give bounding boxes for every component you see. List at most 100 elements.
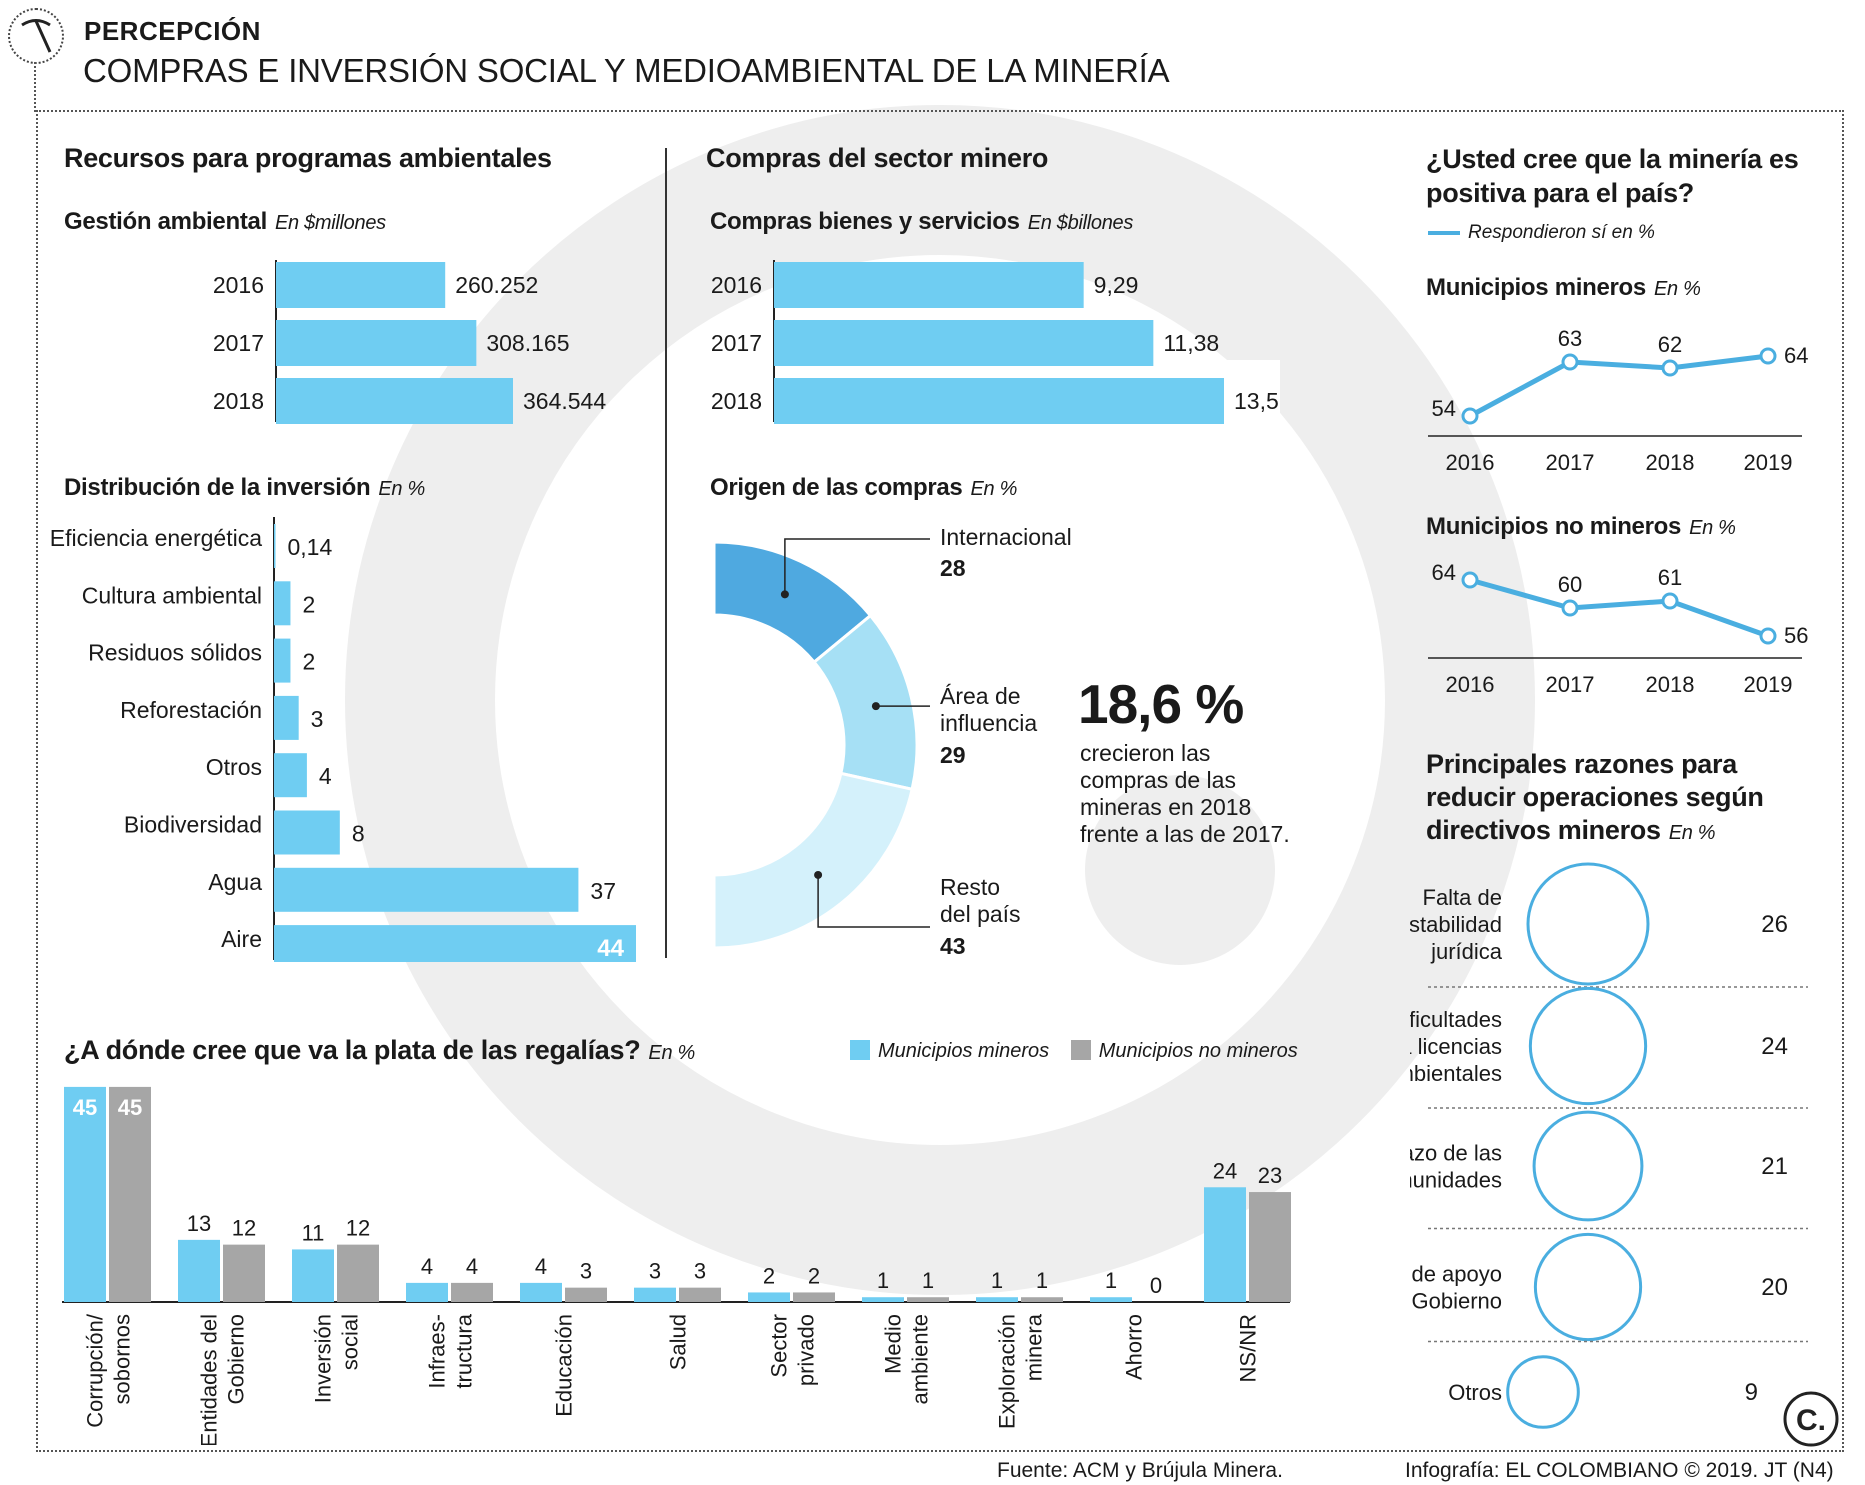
data-label: 64: [1432, 560, 1456, 585]
mun-mineros-unit: En %: [1653, 278, 1701, 300]
razones-title: Principales razones para reducir operaci…: [1426, 748, 1764, 850]
stat-line: frente a las de 2017.: [1080, 821, 1290, 847]
bar: [274, 524, 276, 568]
data-point: [1759, 627, 1777, 645]
origen-title-text: Origen de las compras: [710, 474, 963, 501]
bar: [276, 320, 477, 366]
bar: [274, 810, 340, 855]
bubble-value: 21: [1761, 1153, 1788, 1180]
bubble-value: 9: [1745, 1379, 1758, 1406]
razones-chart: 26 Falta deestabilidadjurídica 24 Dificulta…: [1410, 862, 1808, 1429]
value-label: 1: [922, 1268, 934, 1293]
credit: Infografía: EL COLOMBIANO © 2019. JT (N4…: [1405, 1459, 1834, 1482]
legend-swatch-mineros: [850, 1040, 870, 1060]
value-label: 2: [808, 1263, 820, 1288]
value-label: 13: [187, 1211, 211, 1236]
razones-unit: En %: [1668, 822, 1716, 844]
bar: [274, 867, 579, 912]
razones-title-line-text: directivos mineros: [1426, 815, 1661, 845]
bubble: [1528, 986, 1648, 1106]
legend-no-mineros: Municipios no mineros: [1098, 1040, 1298, 1062]
data-label: 56: [1784, 623, 1808, 648]
value-label: 9,29: [1094, 272, 1139, 298]
stat-line: crecieron las: [1080, 740, 1211, 766]
page-title: COMPRAS E INVERSIÓN SOCIAL Y MEDIOAMBIEN…: [83, 52, 1170, 89]
category-label: Ahorro: [1122, 1314, 1147, 1380]
bar: [274, 753, 307, 798]
category-label: Infraes-: [425, 1314, 450, 1389]
data-label: 62: [1658, 332, 1682, 357]
category-label: Entidades del: [197, 1314, 222, 1445]
slice-label: Internacional: [940, 524, 1072, 550]
origen-title: Origen de las compras En %: [710, 474, 1017, 502]
data-point: [1461, 571, 1479, 589]
legend-mineros: Municipios mineros: [878, 1040, 1050, 1062]
mun-no-mineros-title-text: Municipios no mineros: [1426, 513, 1682, 540]
bubble-label: Falta de: [1423, 885, 1503, 910]
x-tick-label: 2019: [1744, 672, 1793, 697]
distribucion-unit: En %: [378, 478, 425, 500]
regalias-title-text: ¿A dónde cree que va la plata de las reg…: [64, 1035, 641, 1065]
value-label: 1: [991, 1268, 1003, 1293]
category-label: NS/NR: [1236, 1314, 1261, 1382]
value-label: 13,5: [1234, 388, 1279, 414]
distribucion-title-text: Distribución de la inversión: [64, 474, 371, 501]
donut-slice: [712, 771, 914, 950]
value-label: 12: [346, 1216, 370, 1241]
category-label: 2016: [213, 272, 264, 298]
regalias-legend: Municipios mineros Municipios no mineros: [850, 1040, 1298, 1063]
bar: [178, 1239, 220, 1302]
slice-label: del país: [940, 901, 1021, 927]
bubble-value: 20: [1761, 1274, 1788, 1301]
mun-mineros-title-text: Municipios mineros: [1426, 274, 1646, 301]
razones-title-line: reducir operaciones según: [1426, 782, 1764, 812]
bar: [679, 1287, 721, 1302]
data-point: [1661, 592, 1679, 610]
category-label: 2018: [213, 388, 264, 414]
bar: [223, 1244, 265, 1302]
data-label: 64: [1784, 343, 1808, 368]
bar: [793, 1292, 835, 1302]
category-label: Educación: [552, 1314, 577, 1417]
bar: [274, 695, 299, 740]
compras-title: Compras del sector minero: [706, 143, 1049, 173]
razones-title-line: directivos mineros En %: [1426, 814, 1764, 850]
origen-unit: En %: [970, 478, 1018, 500]
bar: [406, 1282, 448, 1302]
value-label: 45: [73, 1095, 97, 1120]
bubble-label: del Gobierno: [1410, 1289, 1502, 1314]
bar: [774, 378, 1224, 424]
x-tick-label: 2017: [1546, 450, 1595, 470]
bubble: [1506, 1355, 1580, 1429]
stat-line: mineras en 2018: [1080, 794, 1252, 820]
value-label: 11: [302, 1220, 325, 1245]
gestion-title-text: Gestión ambiental: [64, 208, 267, 235]
logo-circle: [1783, 1391, 1839, 1447]
pregunta-legend: Respondieron sí en %: [1428, 222, 1655, 244]
x-tick-label: 2018: [1646, 450, 1695, 470]
legend-line-swatch: [1428, 230, 1460, 235]
category-label: Cultura ambiental: [82, 582, 262, 608]
series-line: [1469, 577, 1769, 639]
bar: [565, 1287, 607, 1302]
data-label: 61: [1658, 565, 1682, 590]
data-point: [1561, 599, 1579, 617]
value-label: 3: [580, 1259, 592, 1284]
pregunta-title-line: ¿Usted cree que la minería es: [1426, 144, 1799, 174]
slice-value: 29: [940, 742, 966, 768]
stat-text: crecieron las compras de las mineras en …: [1080, 740, 1290, 848]
bar: [1090, 1297, 1132, 1302]
value-label: 2: [302, 649, 315, 675]
category-label: tructura: [452, 1313, 477, 1388]
bar: [276, 262, 446, 308]
bubble: [1533, 1232, 1643, 1342]
kicker: PERCEPCIÓN: [84, 16, 261, 46]
column-divider: [665, 148, 667, 958]
bar: [520, 1282, 562, 1302]
bar: [1021, 1297, 1063, 1302]
value-label: 4: [466, 1254, 478, 1279]
value-label: 12: [232, 1216, 256, 1241]
distribucion-title: Distribución de la inversión En %: [64, 474, 425, 502]
category-label: ambiente: [908, 1314, 933, 1405]
